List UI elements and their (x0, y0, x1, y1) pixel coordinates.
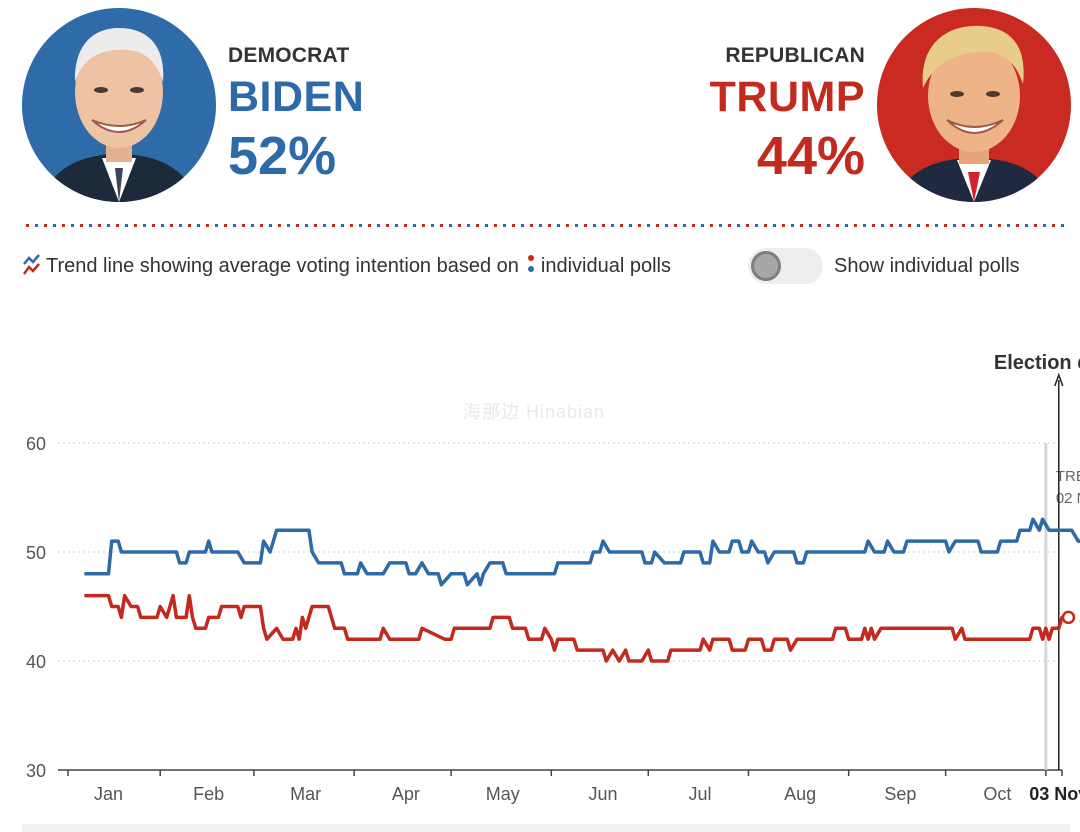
republican-percent: 44% (756, 126, 865, 186)
biden-portrait (22, 8, 216, 202)
legend-text-after: individual polls (540, 255, 671, 277)
chart-legend: Trend line showing average voting intent… (22, 252, 702, 281)
election-day-label: Election day (994, 352, 1080, 374)
dotted-divider (26, 224, 1068, 227)
y-tick-label-50: 50 (26, 543, 46, 563)
x-tick-label-1: Feb (193, 784, 224, 804)
republican-candidate-name: TRUMP (709, 73, 865, 121)
republican-summary: REPUBLICAN TRUMP 44% (710, 44, 865, 183)
x-tick-label-3: Apr (392, 784, 420, 804)
democrat-percent: 52% (228, 126, 337, 186)
x-tick-label-10: 03 Nov (1029, 784, 1080, 804)
polling-trend-chart: 30 40 50 60 Jan Feb Mar Apr May Jun Jul Aug Sep Oct 03… (26, 352, 1080, 804)
y-tick-label-40: 40 (26, 652, 46, 672)
democrat-candidate-name: BIDEN (228, 73, 365, 121)
x-tick-label-0: Jan (94, 784, 123, 804)
trump-portrait (877, 8, 1071, 202)
trend-marker-date: 02 Nov (1056, 490, 1080, 507)
show-polls-toggle[interactable] (748, 248, 823, 284)
republican-party-label: REPUBLICAN (725, 44, 865, 67)
trend-line-icon (22, 254, 42, 276)
y-tick-label-60: 60 (26, 434, 46, 454)
legend-text-before: Trend line showing average voting intent… (46, 255, 519, 277)
democrat-party-label: DEMOCRAT (228, 44, 350, 67)
democrat-summary: DEMOCRAT BIDEN 52% (228, 44, 364, 183)
trump-end-marker (1061, 610, 1076, 625)
toggle-knob[interactable] (751, 251, 781, 281)
y-tick-label-30: 30 (26, 761, 46, 781)
show-polls-label: Show individual polls (834, 255, 1020, 277)
x-tick-label-7: Aug (784, 784, 816, 804)
x-tick-label-4: May (486, 784, 520, 804)
x-tick-label-9: Oct (983, 784, 1011, 804)
biden-trend-line (84, 517, 1080, 587)
x-tick-label-8: Sep (884, 784, 916, 804)
x-tick-label-6: Jul (688, 784, 711, 804)
election-day-arrow (1054, 372, 1064, 387)
trump-trend-line (84, 593, 1071, 663)
watermark: 海那边 Hinabian (463, 402, 606, 422)
poll-dots-icon (527, 254, 535, 276)
trend-marker-label: TREND (1056, 468, 1080, 485)
footer-strip (22, 824, 1070, 832)
x-tick-label-5: Jun (589, 784, 618, 804)
x-tick-label-2: Mar (290, 784, 321, 804)
